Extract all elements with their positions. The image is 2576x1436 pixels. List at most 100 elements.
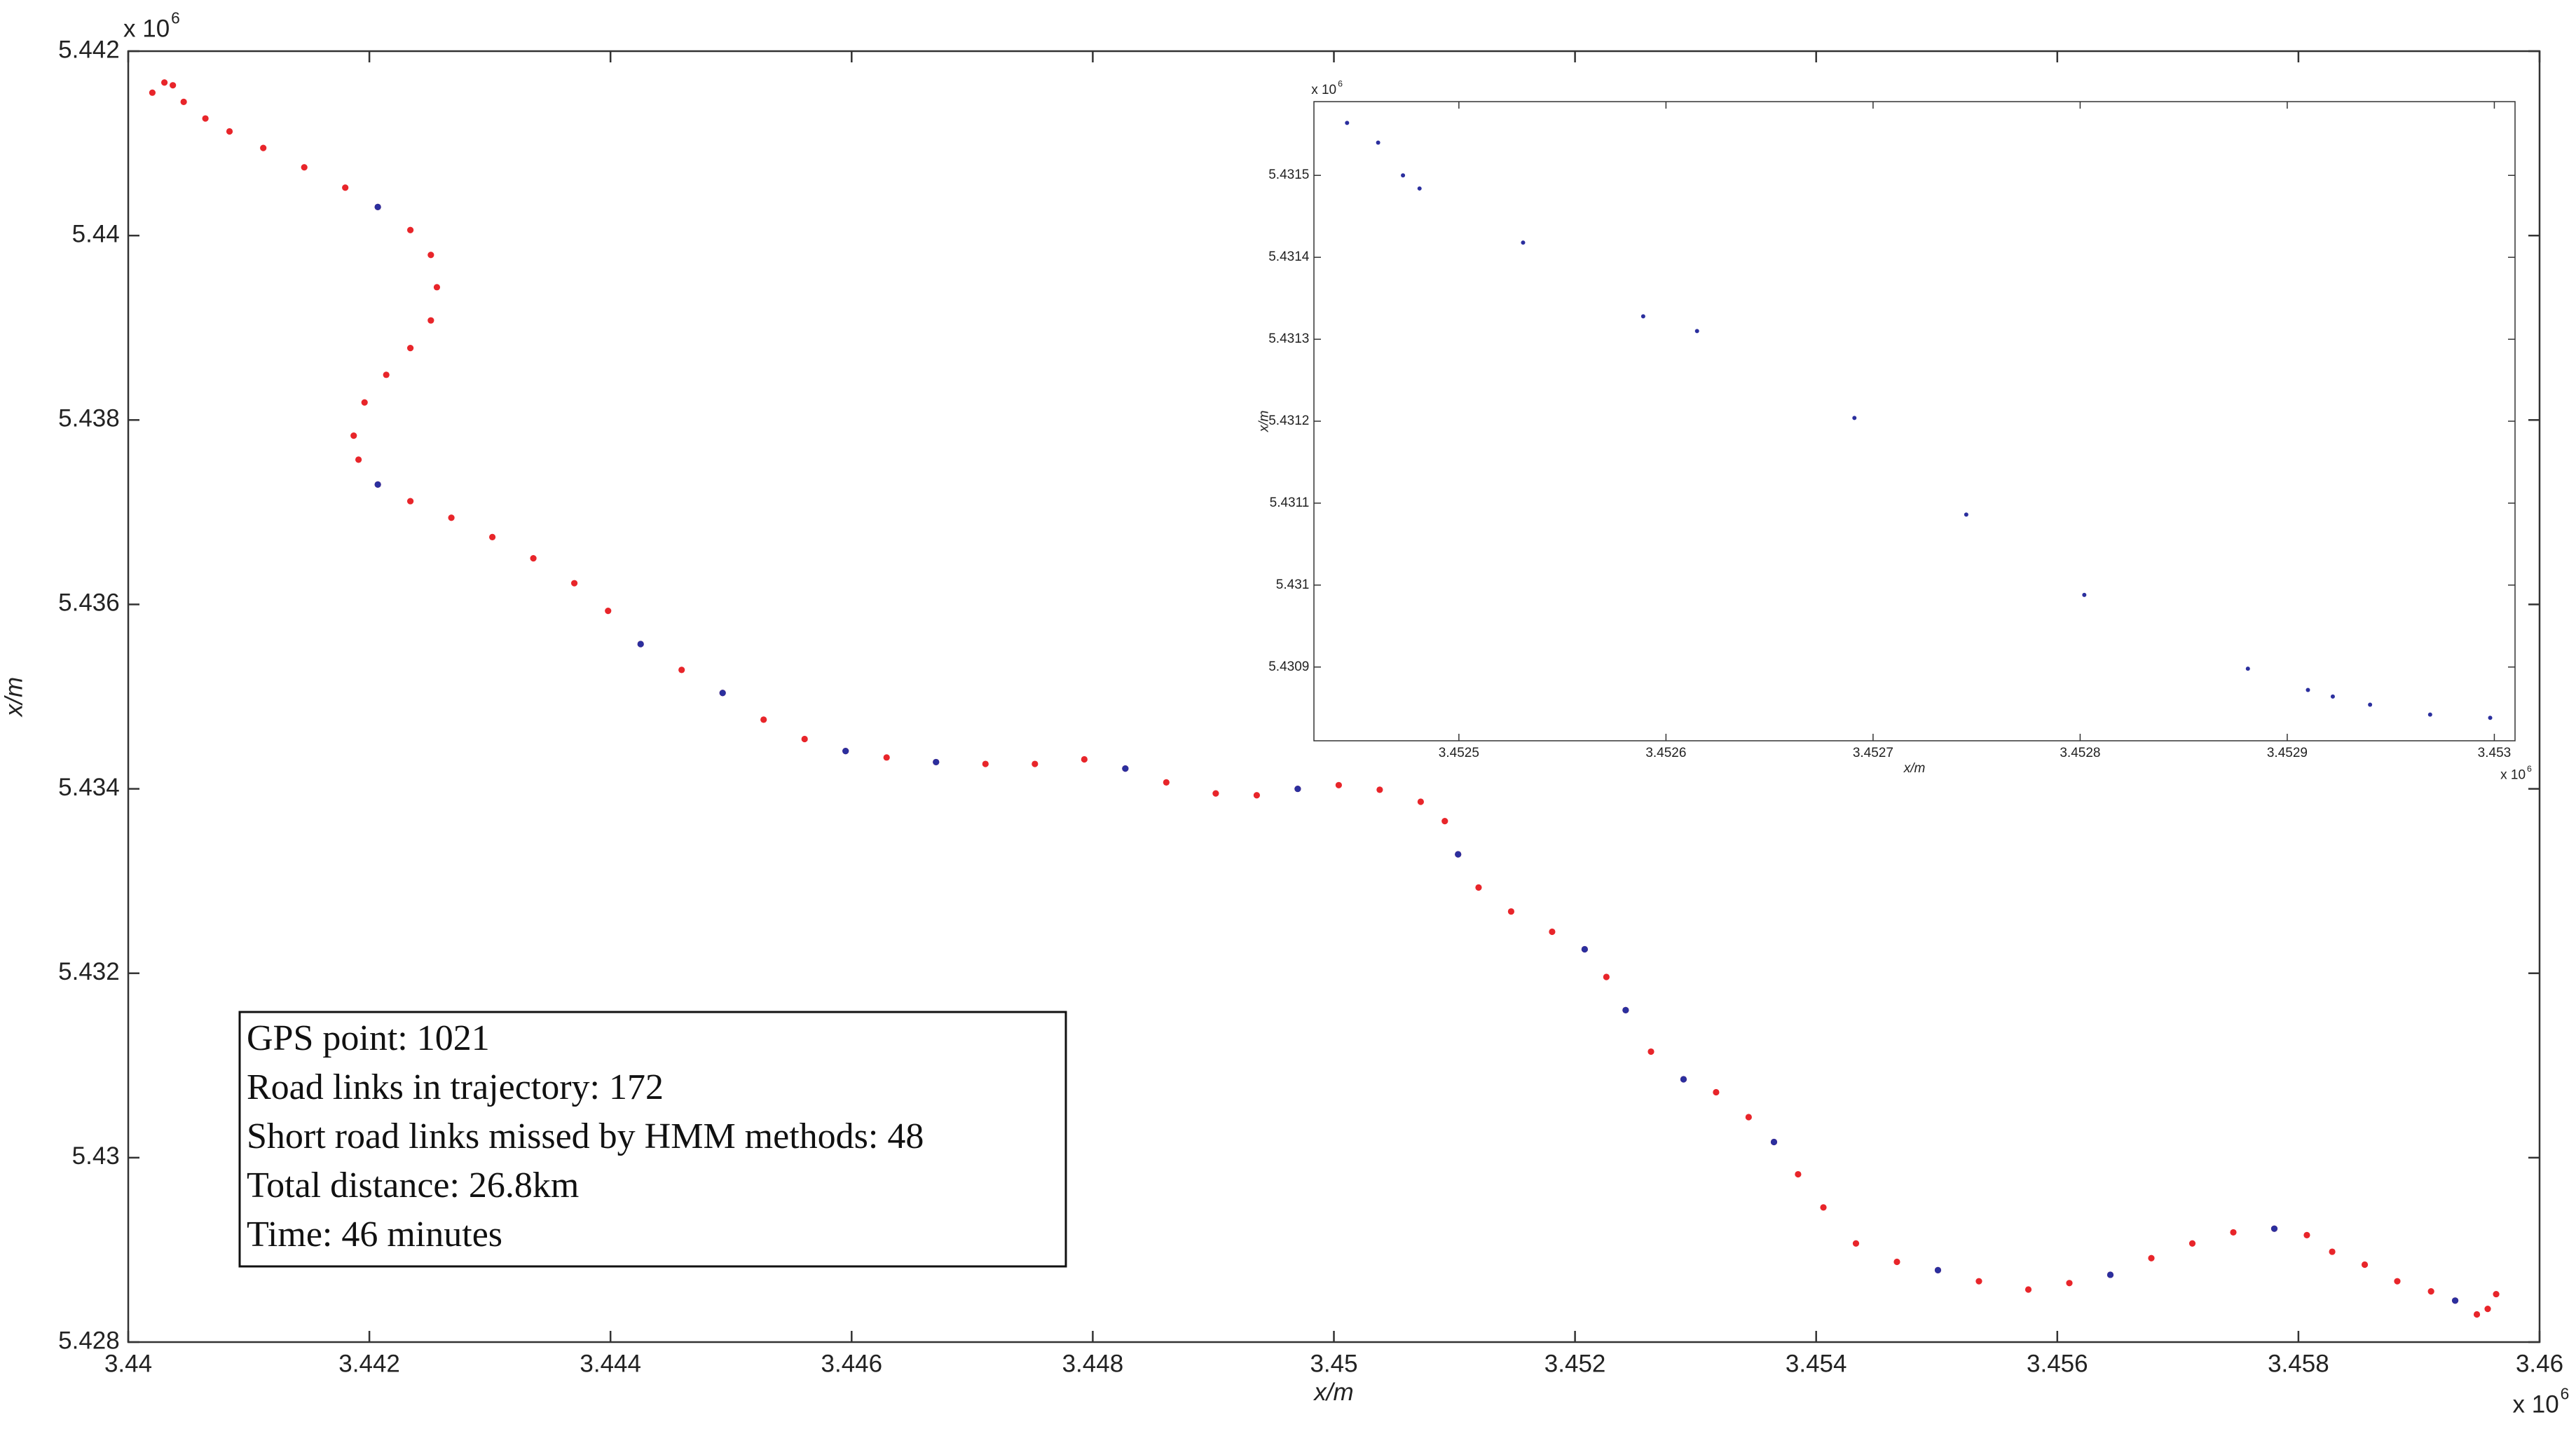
gps-point <box>2106 1271 2114 1278</box>
y-tick-label: 5.43 <box>72 1142 120 1170</box>
gps-point <box>1441 818 1448 825</box>
x-tick-label: 3.454 <box>1786 1350 1847 1378</box>
gps-point <box>1475 884 1482 891</box>
gps-point <box>570 580 578 587</box>
annotation-line: Total distance: 26.8km <box>247 1165 579 1205</box>
gps-point <box>406 345 414 352</box>
gps-point <box>488 533 496 540</box>
gps-point <box>2230 1229 2237 1236</box>
gps-point <box>1893 1258 1900 1266</box>
y-tick-label: 5.4311 <box>1270 495 1310 510</box>
gps-point <box>2082 592 2087 597</box>
x-tick-label: 3.456 <box>2027 1350 2088 1378</box>
axis-multiplier-exponent: 6 <box>1338 79 1343 89</box>
y-tick-label: 5.4314 <box>1268 249 1310 264</box>
gps-point <box>2493 1290 2500 1298</box>
gps-point <box>1345 121 1350 125</box>
gps-point <box>1640 314 1645 319</box>
gps-point <box>637 641 644 648</box>
gps-point <box>1335 781 1342 788</box>
axis-multiplier-exponent: 6 <box>2527 764 2532 774</box>
annotation-line: Time: 46 minutes <box>247 1215 502 1254</box>
gps-point <box>374 481 381 488</box>
y-tick-label: 5.434 <box>58 774 120 801</box>
y-axis-label: x/m <box>0 677 27 718</box>
gps-point <box>1401 173 1406 178</box>
gps-point <box>406 226 414 233</box>
y-tick-label: 5.4309 <box>1268 659 1309 674</box>
gps-point <box>2488 716 2493 720</box>
gps-point <box>1745 1114 1752 1121</box>
x-tick-label: 3.444 <box>580 1350 641 1378</box>
gps-point <box>1032 760 1039 767</box>
gps-point <box>202 115 209 122</box>
axis-multiplier-exponent: 6 <box>171 9 180 27</box>
gps-point <box>1975 1278 1982 1285</box>
gps-point <box>2330 694 2335 699</box>
gps-point <box>2361 1261 2369 1269</box>
x-axis-label: x/m <box>1903 761 1926 776</box>
gps-point <box>678 666 685 673</box>
gps-point <box>260 144 267 151</box>
x-tick-label: 3.448 <box>1062 1350 1124 1378</box>
gps-point <box>1163 779 1170 786</box>
annotation-box <box>238 1011 1067 1268</box>
gps-point <box>2394 1278 2401 1285</box>
x-tick-label: 3.453 <box>2478 746 2512 760</box>
x-tick-label: 3.4525 <box>1439 746 1479 760</box>
gps-point <box>427 317 434 324</box>
gps-point <box>2368 702 2373 707</box>
gps-point <box>433 284 441 291</box>
gps-point <box>1122 765 1129 772</box>
y-tick-label: 5.44 <box>72 220 120 247</box>
x-tick-label: 3.458 <box>2268 1350 2329 1378</box>
gps-point <box>760 716 767 723</box>
y-tick-label: 5.436 <box>58 589 120 617</box>
gps-point <box>1852 416 1857 420</box>
x-tick-label: 3.4529 <box>2267 746 2308 760</box>
gps-point <box>448 514 455 521</box>
gps-point <box>1549 928 1556 936</box>
y-tick-label: 5.428 <box>58 1327 120 1354</box>
gps-point <box>1713 1088 1720 1096</box>
gps-point <box>801 735 808 743</box>
gps-point <box>2303 1231 2310 1238</box>
gps-point <box>1680 1076 1687 1083</box>
x-tick-label: 3.4528 <box>2060 746 2100 760</box>
gps-point <box>605 608 612 615</box>
gps-point <box>1795 1170 1802 1178</box>
x-axis-label: x/m <box>1313 1379 1353 1406</box>
gps-point <box>226 128 233 135</box>
x-tick-label: 3.46 <box>2516 1350 2563 1378</box>
gps-point <box>1934 1266 1942 1273</box>
gps-point <box>170 82 177 89</box>
y-axis-label: x/m <box>1257 411 1272 433</box>
gps-point <box>1417 798 1424 805</box>
gps-point <box>1521 240 1526 245</box>
gps-point <box>2306 688 2310 692</box>
gps-point <box>1376 140 1381 145</box>
y-tick-label: 5.431 <box>1276 577 1310 592</box>
y-tick-label: 5.4312 <box>1268 413 1309 428</box>
gps-point <box>2270 1225 2278 1232</box>
gps-point <box>342 184 349 191</box>
gps-point <box>2025 1286 2032 1293</box>
gps-point <box>933 758 940 766</box>
gps-point <box>982 760 989 767</box>
y-tick-label: 5.432 <box>58 958 120 985</box>
gps-point <box>355 456 362 463</box>
gps-point <box>1455 851 1462 858</box>
axis-multiplier: x 10 <box>123 15 170 43</box>
plot-area <box>1313 101 2516 741</box>
y-tick-label: 5.442 <box>58 36 120 63</box>
gps-point <box>406 498 414 505</box>
gps-point <box>2148 1254 2155 1261</box>
gps-point <box>427 252 434 259</box>
gps-point <box>149 89 156 96</box>
inset-plot: 3.4525 3.4526 3.4527 3.4528 3.4529 3.453 5.430… <box>1257 79 2532 783</box>
x-tick-label: 3.4526 <box>1645 746 1686 760</box>
gps-point <box>1603 973 1610 980</box>
gps-point <box>1820 1204 1827 1211</box>
gps-point <box>1694 329 1699 334</box>
